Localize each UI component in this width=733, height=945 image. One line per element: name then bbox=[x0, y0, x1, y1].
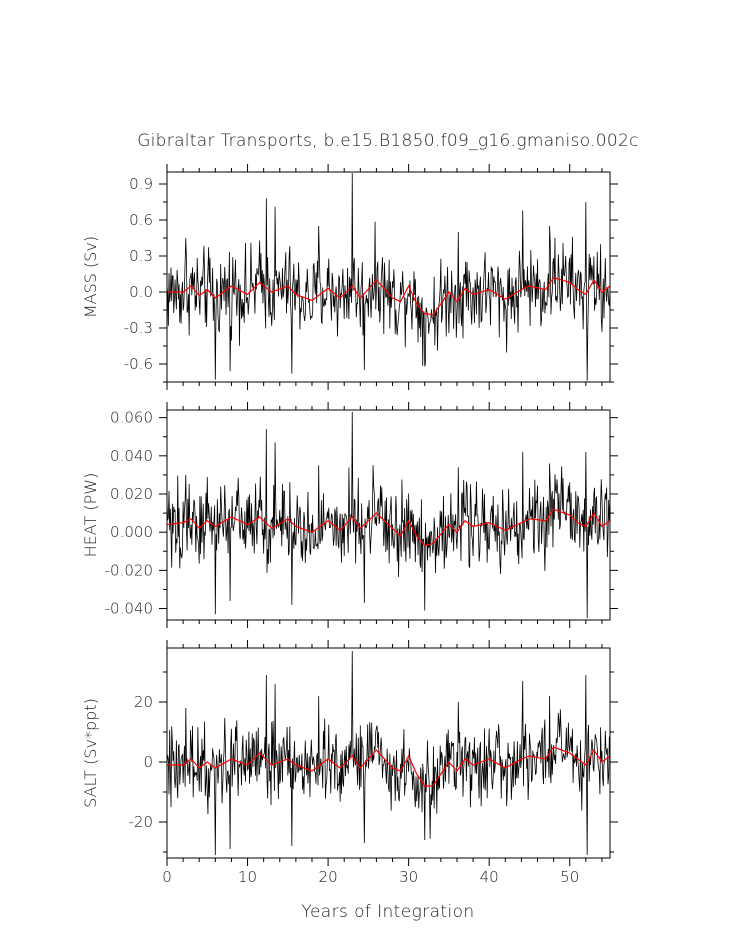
heat-plot-frame bbox=[166, 409, 611, 621]
salt-y-axis-label: SALT (Sv*ppt) bbox=[81, 698, 100, 808]
heat-y-tick-label: -0.040 bbox=[105, 600, 153, 618]
salt-smoothed-series-line bbox=[167, 746, 610, 787]
x-axis-label: Years of Integration bbox=[301, 902, 474, 922]
salt-x-tick-label: 20 bbox=[319, 868, 338, 886]
salt-y-tick-label: -20 bbox=[129, 813, 154, 831]
salt-x-tick-label: 0 bbox=[162, 868, 172, 886]
mass-y-tick-label: 0.0 bbox=[129, 283, 153, 301]
mass-smoothed-series-line bbox=[167, 276, 610, 316]
heat-y-axis-label: HEAT (PW) bbox=[81, 473, 100, 558]
heat-y-tick-label: 0.000 bbox=[110, 523, 153, 541]
salt-panel: 0 10 20 30 40 50 -20 0 20 SALT (Sv*ppt) bbox=[81, 640, 618, 886]
mass-y-tick-label: 0.6 bbox=[129, 211, 153, 229]
mass-panel: -0.6 -0.3 0.0 0.3 0.6 0.9 MASS (Sv) bbox=[81, 164, 618, 390]
heat-y-tick-label: -0.020 bbox=[105, 561, 153, 579]
mass-y-tick-label: 0.3 bbox=[129, 247, 153, 265]
chart-title: Gibraltar Transports, b.e15.B1850.f09_g1… bbox=[137, 131, 639, 151]
salt-x-tick-label: 40 bbox=[480, 868, 499, 886]
salt-y-tick-label: 20 bbox=[134, 693, 153, 711]
mass-y-tick-label: -0.6 bbox=[124, 355, 153, 373]
heat-y-tick-label: 0.040 bbox=[110, 447, 153, 465]
heat-y-tick-label: 0.020 bbox=[110, 485, 153, 503]
heat-panel: -0.040 -0.020 0.000 0.020 0.040 0.060 HEAT (PW… bbox=[81, 402, 618, 628]
mass-raw-series-line bbox=[167, 173, 610, 381]
heat-smoothed-series-line bbox=[167, 508, 610, 547]
heat-y-tick-label: 0.060 bbox=[110, 409, 153, 427]
mass-y-axis-label: MASS (Sv) bbox=[81, 236, 100, 318]
mass-y-tick-label: -0.3 bbox=[124, 319, 153, 337]
salt-plot-frame bbox=[166, 647, 611, 859]
mass-plot-frame bbox=[166, 171, 611, 383]
salt-x-tick-label: 10 bbox=[238, 868, 257, 886]
mass-y-tick-label: 0.9 bbox=[129, 175, 153, 193]
salt-x-tick-label: 30 bbox=[399, 868, 418, 886]
heat-raw-series-line bbox=[167, 411, 610, 619]
salt-x-tick-label: 50 bbox=[560, 868, 579, 886]
salt-raw-series-line bbox=[167, 650, 610, 856]
salt-y-tick-label: 0 bbox=[143, 753, 153, 771]
